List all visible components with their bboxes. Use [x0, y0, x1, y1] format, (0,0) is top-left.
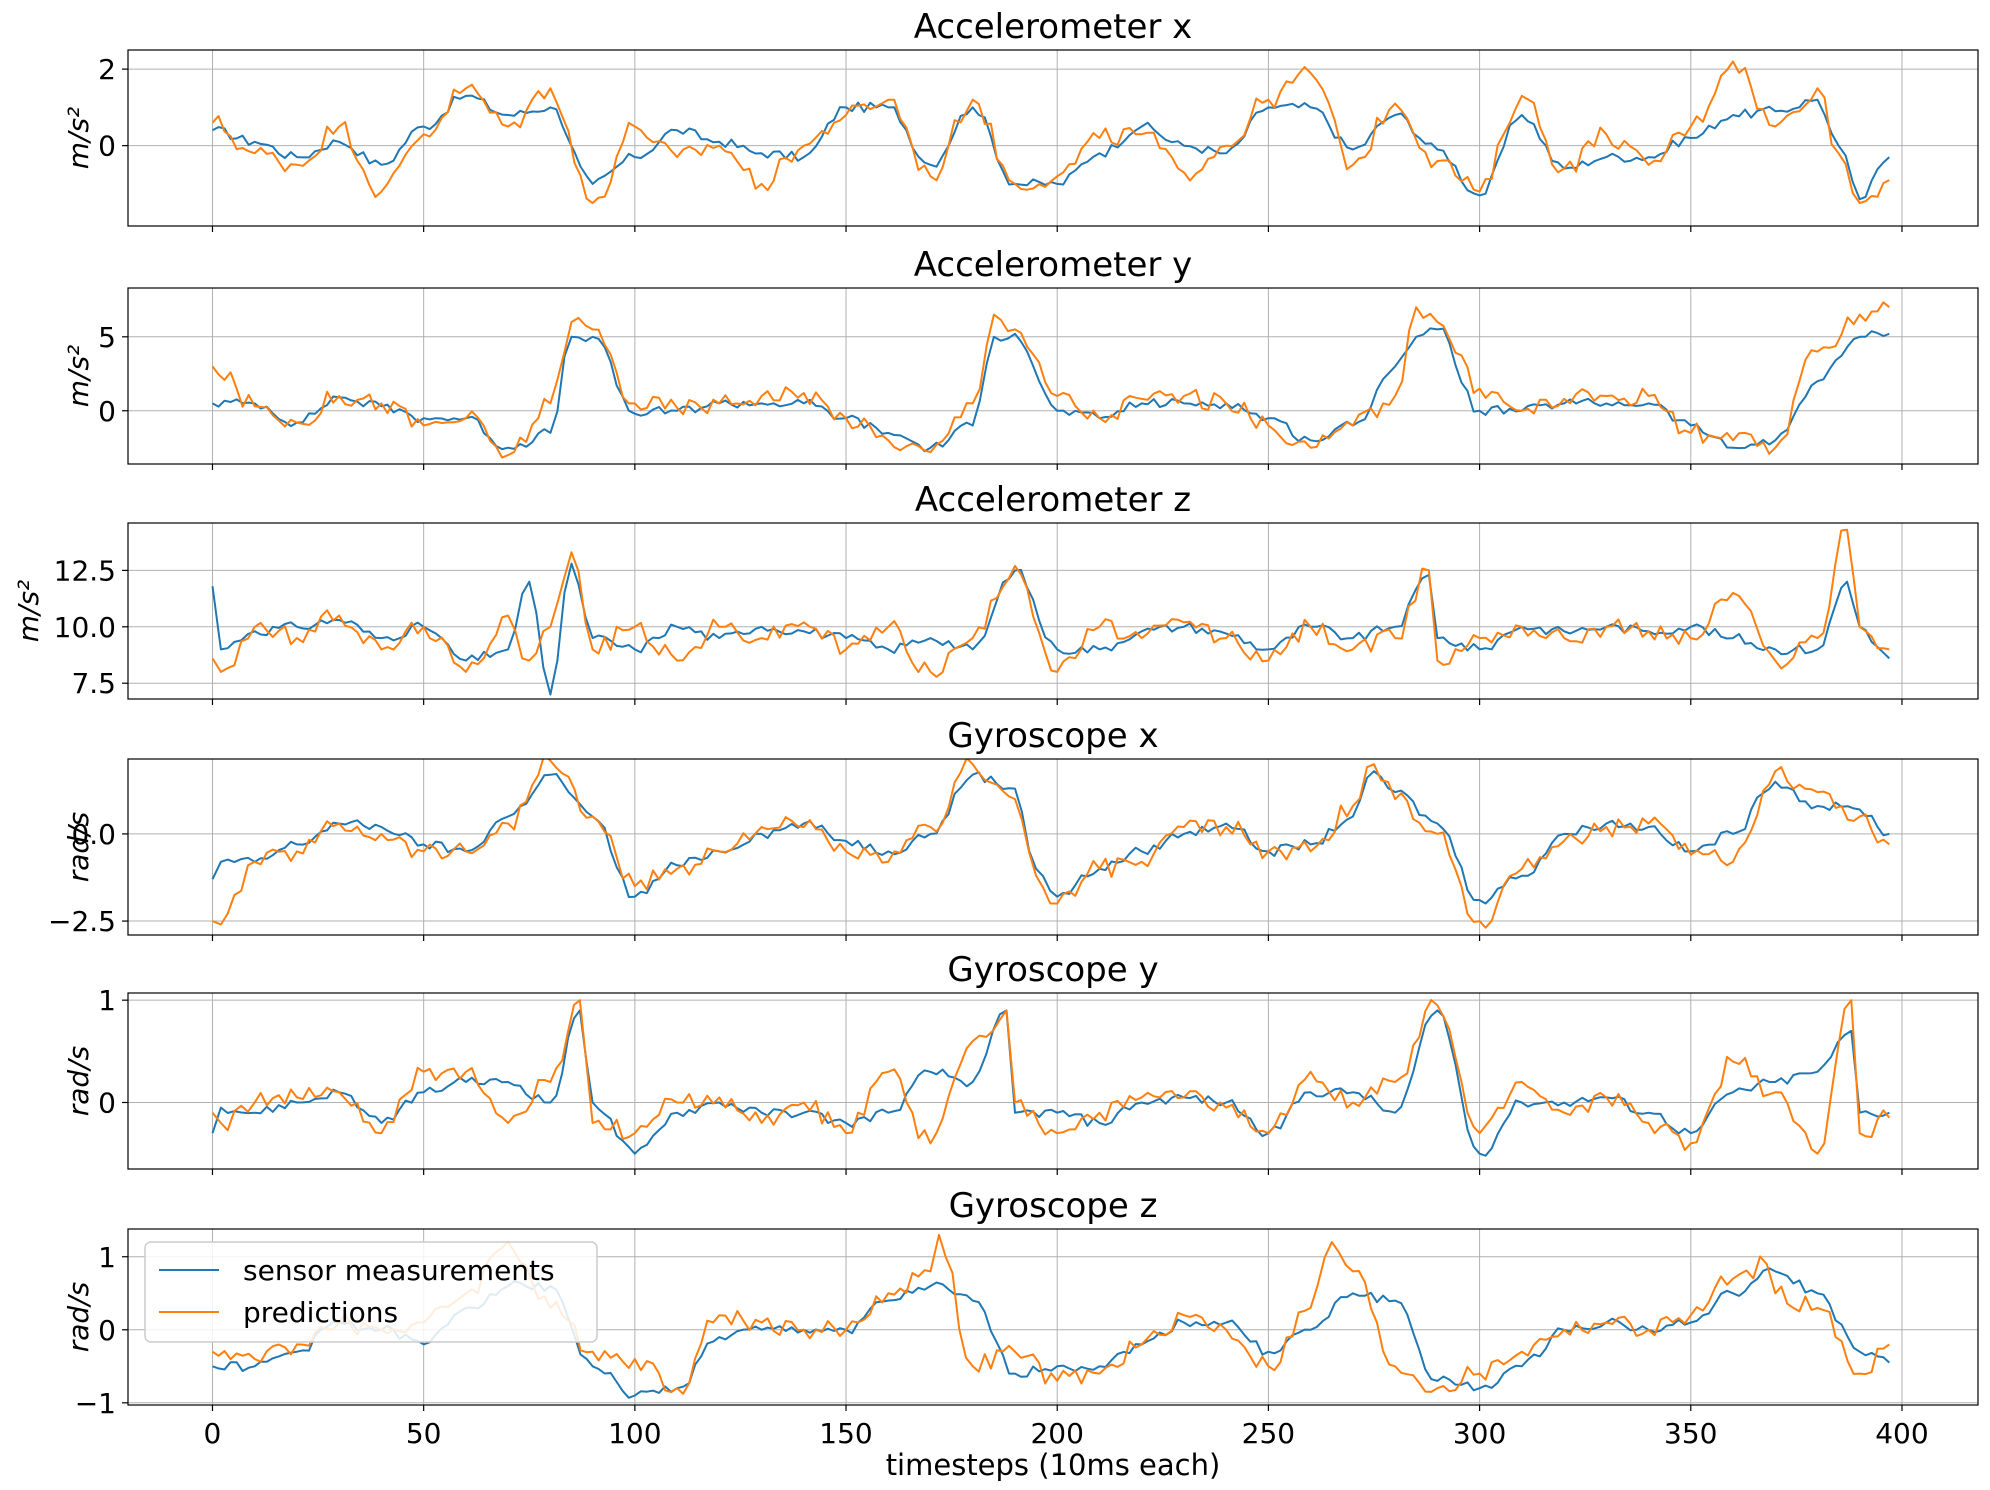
- subplot-1: 0 2 Accelerometer x m/s²: [62, 7, 1979, 232]
- y-axis-label: rad/s: [62, 1282, 95, 1352]
- y-tick-label: 0: [98, 1314, 116, 1347]
- x-tick-label: 250: [1242, 1417, 1295, 1450]
- x-tick-label: 50: [406, 1417, 442, 1450]
- subplot-title: Gyroscope y: [947, 950, 1158, 990]
- y-tick-label: 2: [98, 53, 116, 86]
- predictions-series-line: [211, 60, 1890, 204]
- y-tick-label: 0: [98, 395, 116, 428]
- predictions-series-line: [211, 301, 1890, 459]
- legend-box: [144, 1241, 598, 1343]
- legend-entry-label: predictions: [243, 1296, 398, 1329]
- sensor-series-line: [211, 770, 1890, 905]
- axes-frame: [127, 1228, 1979, 1406]
- subplot-title: Gyroscope x: [947, 716, 1158, 756]
- x-tick-label: 300: [1453, 1417, 1506, 1450]
- y-tick-label: 7.5: [71, 667, 116, 700]
- axes-frame: [127, 49, 1979, 227]
- sensor-series-line: [212, 94, 1890, 201]
- x-axis-label: timesteps (10ms each): [886, 1448, 1221, 1482]
- y-tick-label: 1: [98, 1241, 116, 1274]
- sensor-series-line: [211, 1009, 1890, 1157]
- predictions-series-line: [212, 759, 1890, 929]
- subplot-title: Accelerometer y: [914, 245, 1193, 285]
- y-tick-label: 5: [98, 321, 116, 354]
- x-tick-label: 100: [608, 1417, 661, 1450]
- subplot-title: Accelerometer z: [915, 480, 1191, 520]
- y-tick-label: 1: [98, 984, 116, 1017]
- subplot-3: 7.5 10.0 12.5 Accelerometer z m/s²: [12, 480, 1979, 705]
- y-tick-label: 10.0: [54, 611, 116, 644]
- axes-frame: [127, 287, 1979, 465]
- x-tick-label: 200: [1030, 1417, 1083, 1450]
- predictions-series-line: [211, 528, 1890, 678]
- y-axis-label: rad/s: [62, 812, 95, 882]
- x-tick-label: 400: [1875, 1417, 1928, 1450]
- subplot-2: 0 5 Accelerometer y m/s²: [62, 245, 1979, 470]
- y-tick-label: −1: [75, 1387, 116, 1420]
- axes-frame: [127, 758, 1979, 936]
- y-tick-label: 0: [98, 130, 116, 163]
- y-axis-label: m/s²: [62, 107, 95, 170]
- predictions-series-line: [211, 999, 1891, 1155]
- x-tick-label: 350: [1664, 1417, 1717, 1450]
- axes-frame: [127, 522, 1979, 700]
- y-axis-label: m/s²: [62, 345, 95, 408]
- y-axis-label: rad/s: [62, 1046, 95, 1116]
- x-tick-label: 150: [819, 1417, 872, 1450]
- axes-frame: [127, 992, 1979, 1170]
- y-tick-label: 0.0: [71, 818, 116, 851]
- legend-entry-label: sensor measurements: [243, 1254, 555, 1287]
- y-axis-label: m/s²: [12, 580, 45, 643]
- subplot-4: −2.5 0.0 Gyroscope x rad/s: [48, 716, 1979, 941]
- y-tick-label: 12.5: [54, 554, 116, 587]
- sensor-series-line: [212, 327, 1890, 453]
- subplot-title: Gyroscope z: [949, 1186, 1158, 1226]
- sensor-series-line: [211, 562, 1890, 696]
- x-tick-label: 0: [204, 1417, 222, 1450]
- y-tick-label: −2.5: [48, 905, 116, 938]
- legend: sensor measurements predictions: [144, 1241, 598, 1343]
- subplot-title: Accelerometer x: [914, 7, 1193, 47]
- y-tick-label: 0: [98, 1086, 116, 1119]
- subplot-5: 0 1 Gyroscope y rad/s: [62, 950, 1979, 1175]
